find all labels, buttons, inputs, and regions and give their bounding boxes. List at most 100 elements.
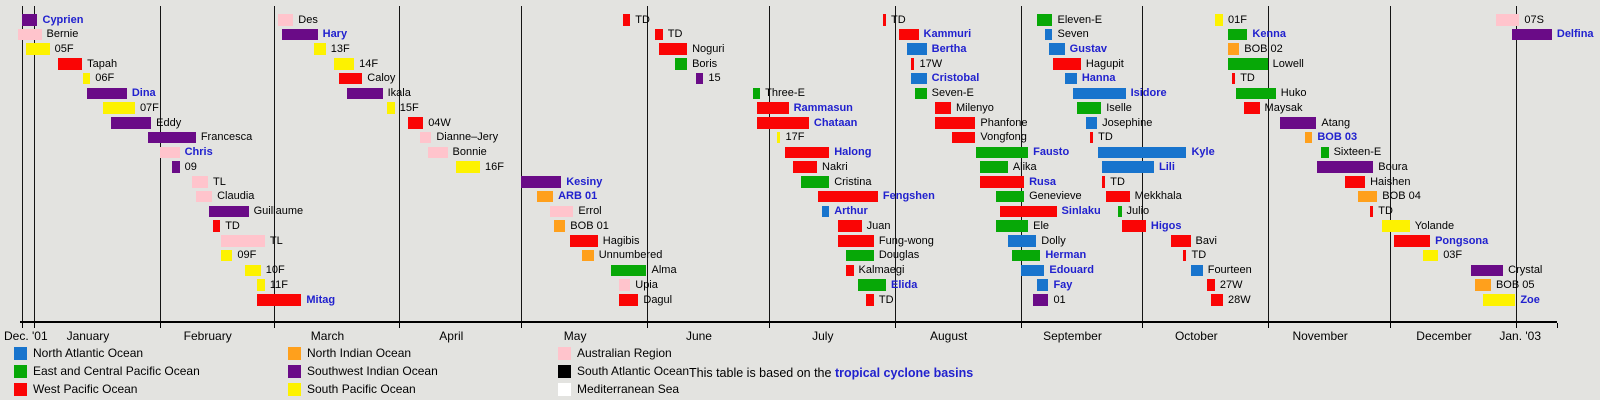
storm-bar	[846, 264, 854, 277]
storm-label: TD	[635, 13, 650, 26]
axis-label-month: March	[310, 329, 345, 343]
storm-label[interactable]: Lili	[1159, 160, 1175, 173]
month-divider	[1268, 6, 1270, 321]
storm-bar	[915, 87, 927, 100]
storm-bar	[338, 72, 363, 85]
storm-bar	[776, 131, 781, 144]
storm-label: TL	[269, 234, 283, 247]
storm-bar	[1227, 43, 1240, 55]
storm-label: 10F	[265, 264, 285, 277]
storm-bar	[257, 294, 302, 306]
storm-label[interactable]: Kenna	[1252, 28, 1286, 41]
storm-bar	[1243, 102, 1260, 114]
tropical-cyclone-basins-link[interactable]: tropical cyclone basins	[834, 366, 974, 380]
storm-label[interactable]: Higos	[1150, 219, 1182, 232]
legend-swatch	[288, 347, 301, 360]
storm-label[interactable]: Edouard	[1049, 264, 1094, 277]
storm-label: Errol	[578, 205, 602, 218]
storm-label[interactable]: Herman	[1045, 249, 1087, 262]
storm-label: Alma	[651, 264, 677, 277]
storm-bar	[1170, 235, 1191, 247]
storm-label[interactable]: Hary	[322, 28, 348, 41]
storm-label[interactable]: Cristobal	[931, 72, 980, 85]
axis-tick	[34, 323, 35, 328]
storm-label[interactable]: BOB 03	[1317, 131, 1358, 144]
storm-bar	[1122, 220, 1146, 232]
storm-label[interactable]: Bertha	[931, 42, 967, 55]
storm-label[interactable]: Kyle	[1191, 146, 1215, 159]
storm-label[interactable]: ARB 01	[558, 190, 598, 203]
month-divider	[273, 6, 275, 321]
storm-label[interactable]: Chataan	[813, 116, 858, 129]
axis-tick	[1268, 323, 1270, 328]
storm-bar	[837, 220, 862, 232]
storm-label[interactable]: Gustav	[1069, 42, 1107, 55]
storm-label[interactable]: Fengshen	[882, 190, 935, 203]
storm-label: Lowell	[1272, 57, 1304, 70]
legend-swatch	[14, 383, 27, 396]
storm-label[interactable]: Isidore	[1130, 87, 1167, 100]
storm-label: TD	[1098, 131, 1113, 144]
storm-bar	[1008, 235, 1037, 247]
storm-label: Maysak	[1264, 101, 1303, 114]
storm-label[interactable]: Kesiny	[566, 175, 603, 188]
storm-bar	[1207, 279, 1215, 291]
legend-label: South Pacific Ocean	[307, 382, 416, 396]
storm-bar	[456, 161, 481, 173]
storm-label: TD	[225, 219, 240, 232]
storm-label: Francesca	[200, 131, 253, 144]
storm-bar	[1105, 190, 1130, 203]
axis-label-month: September	[1043, 329, 1102, 343]
storm-bar	[1036, 14, 1053, 26]
storm-bar	[1304, 131, 1313, 144]
month-divider	[521, 6, 523, 321]
storm-label: Kalmaegi	[858, 264, 905, 277]
storm-label[interactable]: Halong	[834, 146, 872, 159]
storm-label[interactable]: Pongsona	[1435, 234, 1489, 247]
storm-label: 04W	[428, 116, 451, 129]
storm-label: Sixteen-E	[1333, 146, 1382, 159]
storm-label[interactable]: Arthur	[834, 205, 868, 218]
storm-label[interactable]: Elida	[891, 278, 918, 291]
storm-label: TD	[1110, 175, 1125, 188]
storm-label[interactable]: Cyprien	[42, 13, 84, 26]
storm-bar	[25, 43, 50, 55]
storm-bar	[1182, 249, 1187, 262]
storm-bar	[1471, 264, 1504, 277]
storm-bar	[1321, 146, 1329, 159]
storm-label[interactable]: Fausto	[1033, 146, 1070, 159]
storm-label: Milenyo	[956, 101, 994, 114]
storm-label: Tapah	[87, 57, 118, 70]
storm-label[interactable]: Kammuri	[923, 28, 972, 41]
storm-label[interactable]: Rusa	[1029, 175, 1056, 188]
storm-bar	[1101, 161, 1154, 173]
storm-bar	[935, 102, 951, 114]
storm-bar	[837, 235, 874, 247]
storm-label[interactable]: Hanna	[1081, 72, 1116, 85]
axis-tick	[768, 323, 770, 328]
storm-bar	[82, 72, 91, 85]
legend-swatch	[558, 365, 571, 378]
storm-label[interactable]: Dina	[131, 87, 156, 100]
storm-label[interactable]: Sinlaku	[1061, 205, 1101, 218]
storm-label: Bernie	[46, 28, 79, 41]
storm-label[interactable]: Delfina	[1556, 28, 1594, 41]
storm-label: 01	[1053, 293, 1066, 306]
storm-label[interactable]: Rammasun	[793, 101, 853, 114]
storm-label: 07F	[139, 101, 159, 114]
storm-label: BOB 02	[1244, 42, 1283, 55]
storm-bar	[996, 190, 1025, 203]
axis-tick	[894, 323, 896, 328]
storm-label: Dagul	[643, 293, 673, 306]
legend-swatch	[14, 347, 27, 360]
storm-label: 11F	[269, 278, 288, 291]
storm-bar	[220, 235, 265, 247]
storm-bar	[1085, 117, 1098, 129]
storm-bar	[1345, 176, 1366, 188]
storm-label[interactable]: Chris	[184, 146, 213, 159]
storm-label[interactable]: Fay	[1053, 278, 1073, 291]
storm-label: Yolande	[1414, 219, 1455, 232]
storm-label[interactable]: Mitag	[306, 293, 336, 306]
storm-bar	[1020, 264, 1045, 277]
storm-label[interactable]: Zoe	[1520, 293, 1540, 306]
